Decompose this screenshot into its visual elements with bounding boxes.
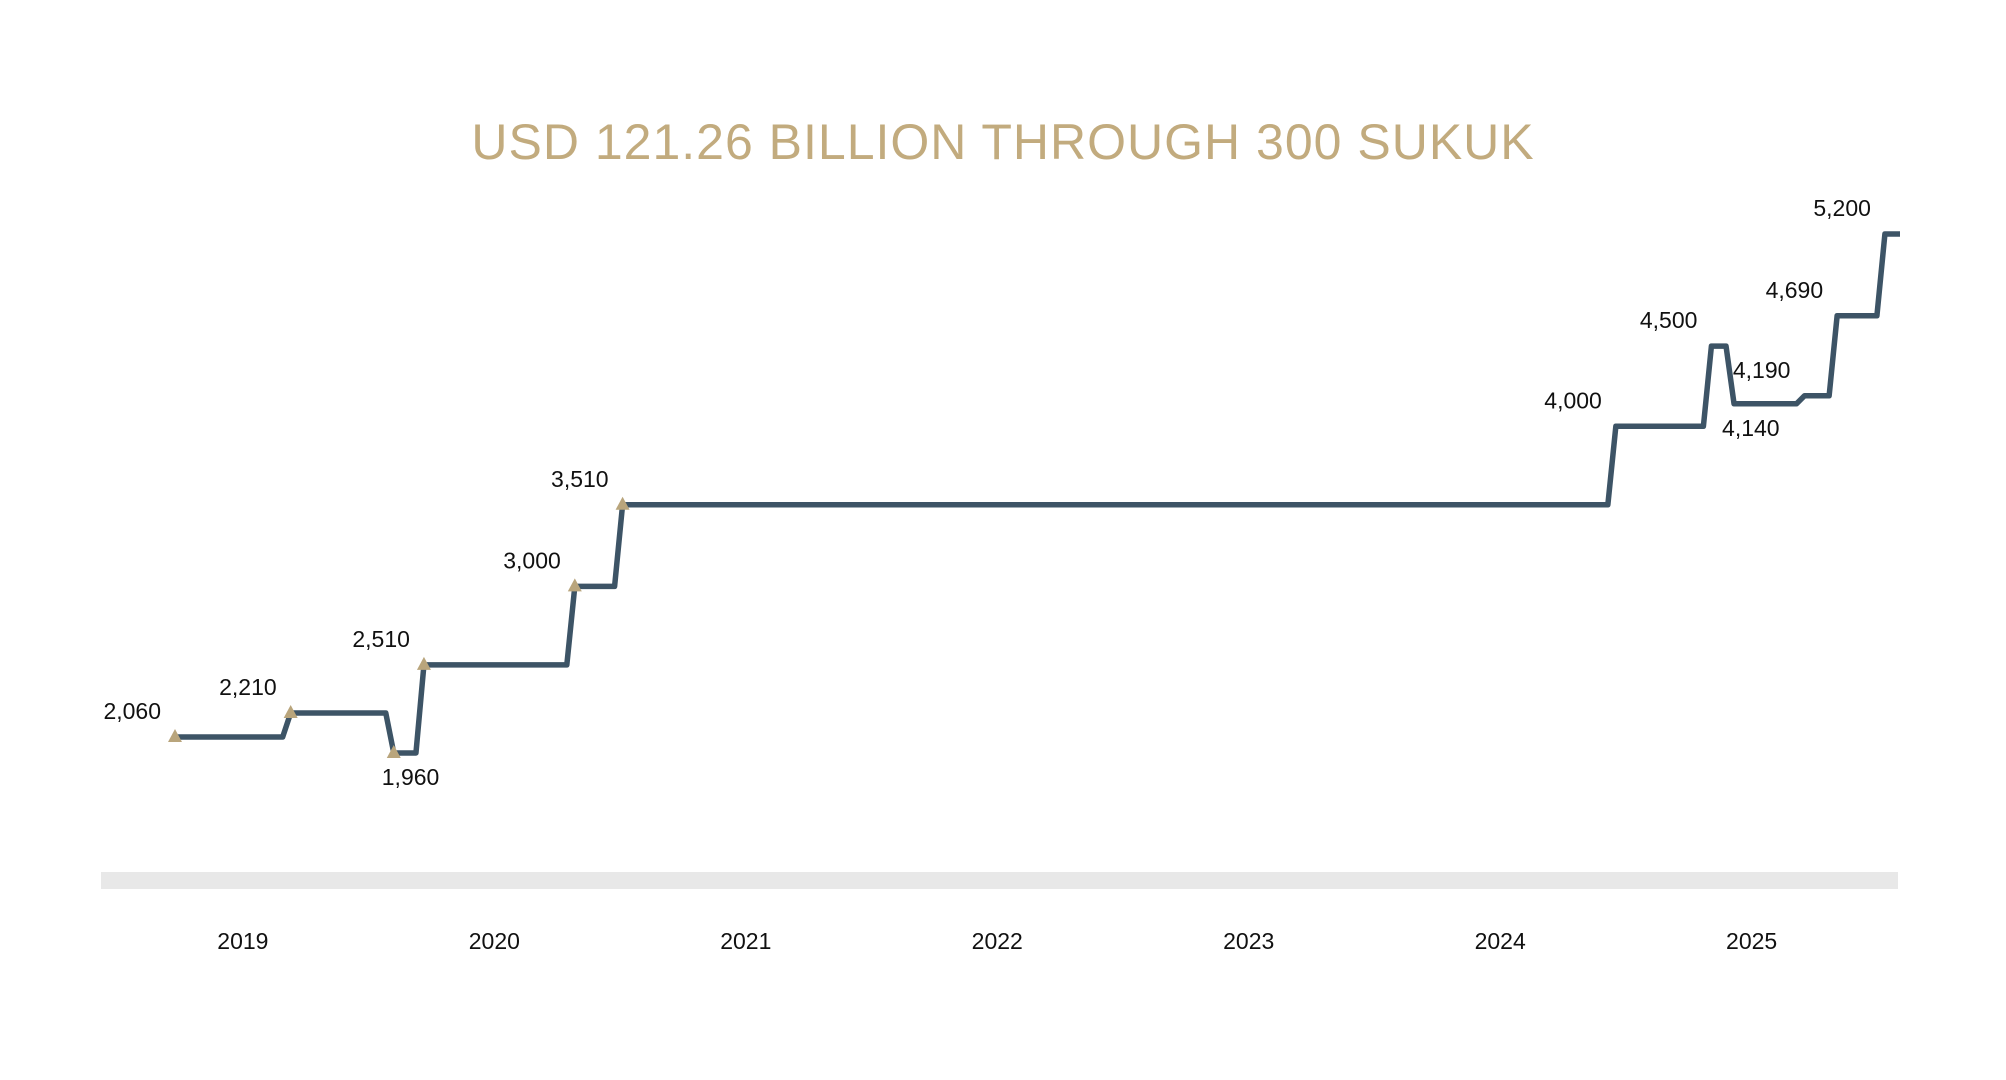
- x-tick-label: 2025: [1726, 928, 1777, 954]
- data-label: 4,500: [1640, 307, 1698, 333]
- chart-title: USD 121.26 BILLION THROUGH 300 SUKUK: [471, 114, 1534, 170]
- axis-band: [101, 872, 1898, 889]
- x-tick-label: 2019: [217, 928, 268, 954]
- data-label: 2,060: [103, 698, 161, 724]
- data-label: 4,690: [1766, 277, 1824, 303]
- marker: [386, 745, 401, 758]
- x-tick-label: 2024: [1475, 928, 1526, 954]
- marker: [283, 704, 298, 718]
- marker: [567, 578, 582, 592]
- x-tick-label: 2023: [1223, 928, 1274, 954]
- marker: [416, 656, 431, 670]
- data-label: 5,200: [1813, 195, 1871, 221]
- data-label: 3,510: [551, 466, 609, 492]
- data-label: 1,960: [382, 764, 440, 790]
- x-tick-label: 2022: [972, 928, 1023, 954]
- data-label: 2,210: [219, 674, 277, 700]
- marker: [168, 728, 182, 742]
- data-label: 4,000: [1544, 387, 1602, 413]
- data-label: 3,000: [503, 547, 561, 573]
- x-tick-label: 2020: [469, 928, 520, 954]
- step-line: [175, 231, 1900, 756]
- x-tick-label: 2021: [720, 928, 771, 954]
- marker: [615, 496, 630, 510]
- data-label: 4,140: [1722, 415, 1780, 441]
- data-label: 2,510: [352, 626, 410, 652]
- data-label: 4,190: [1733, 357, 1791, 383]
